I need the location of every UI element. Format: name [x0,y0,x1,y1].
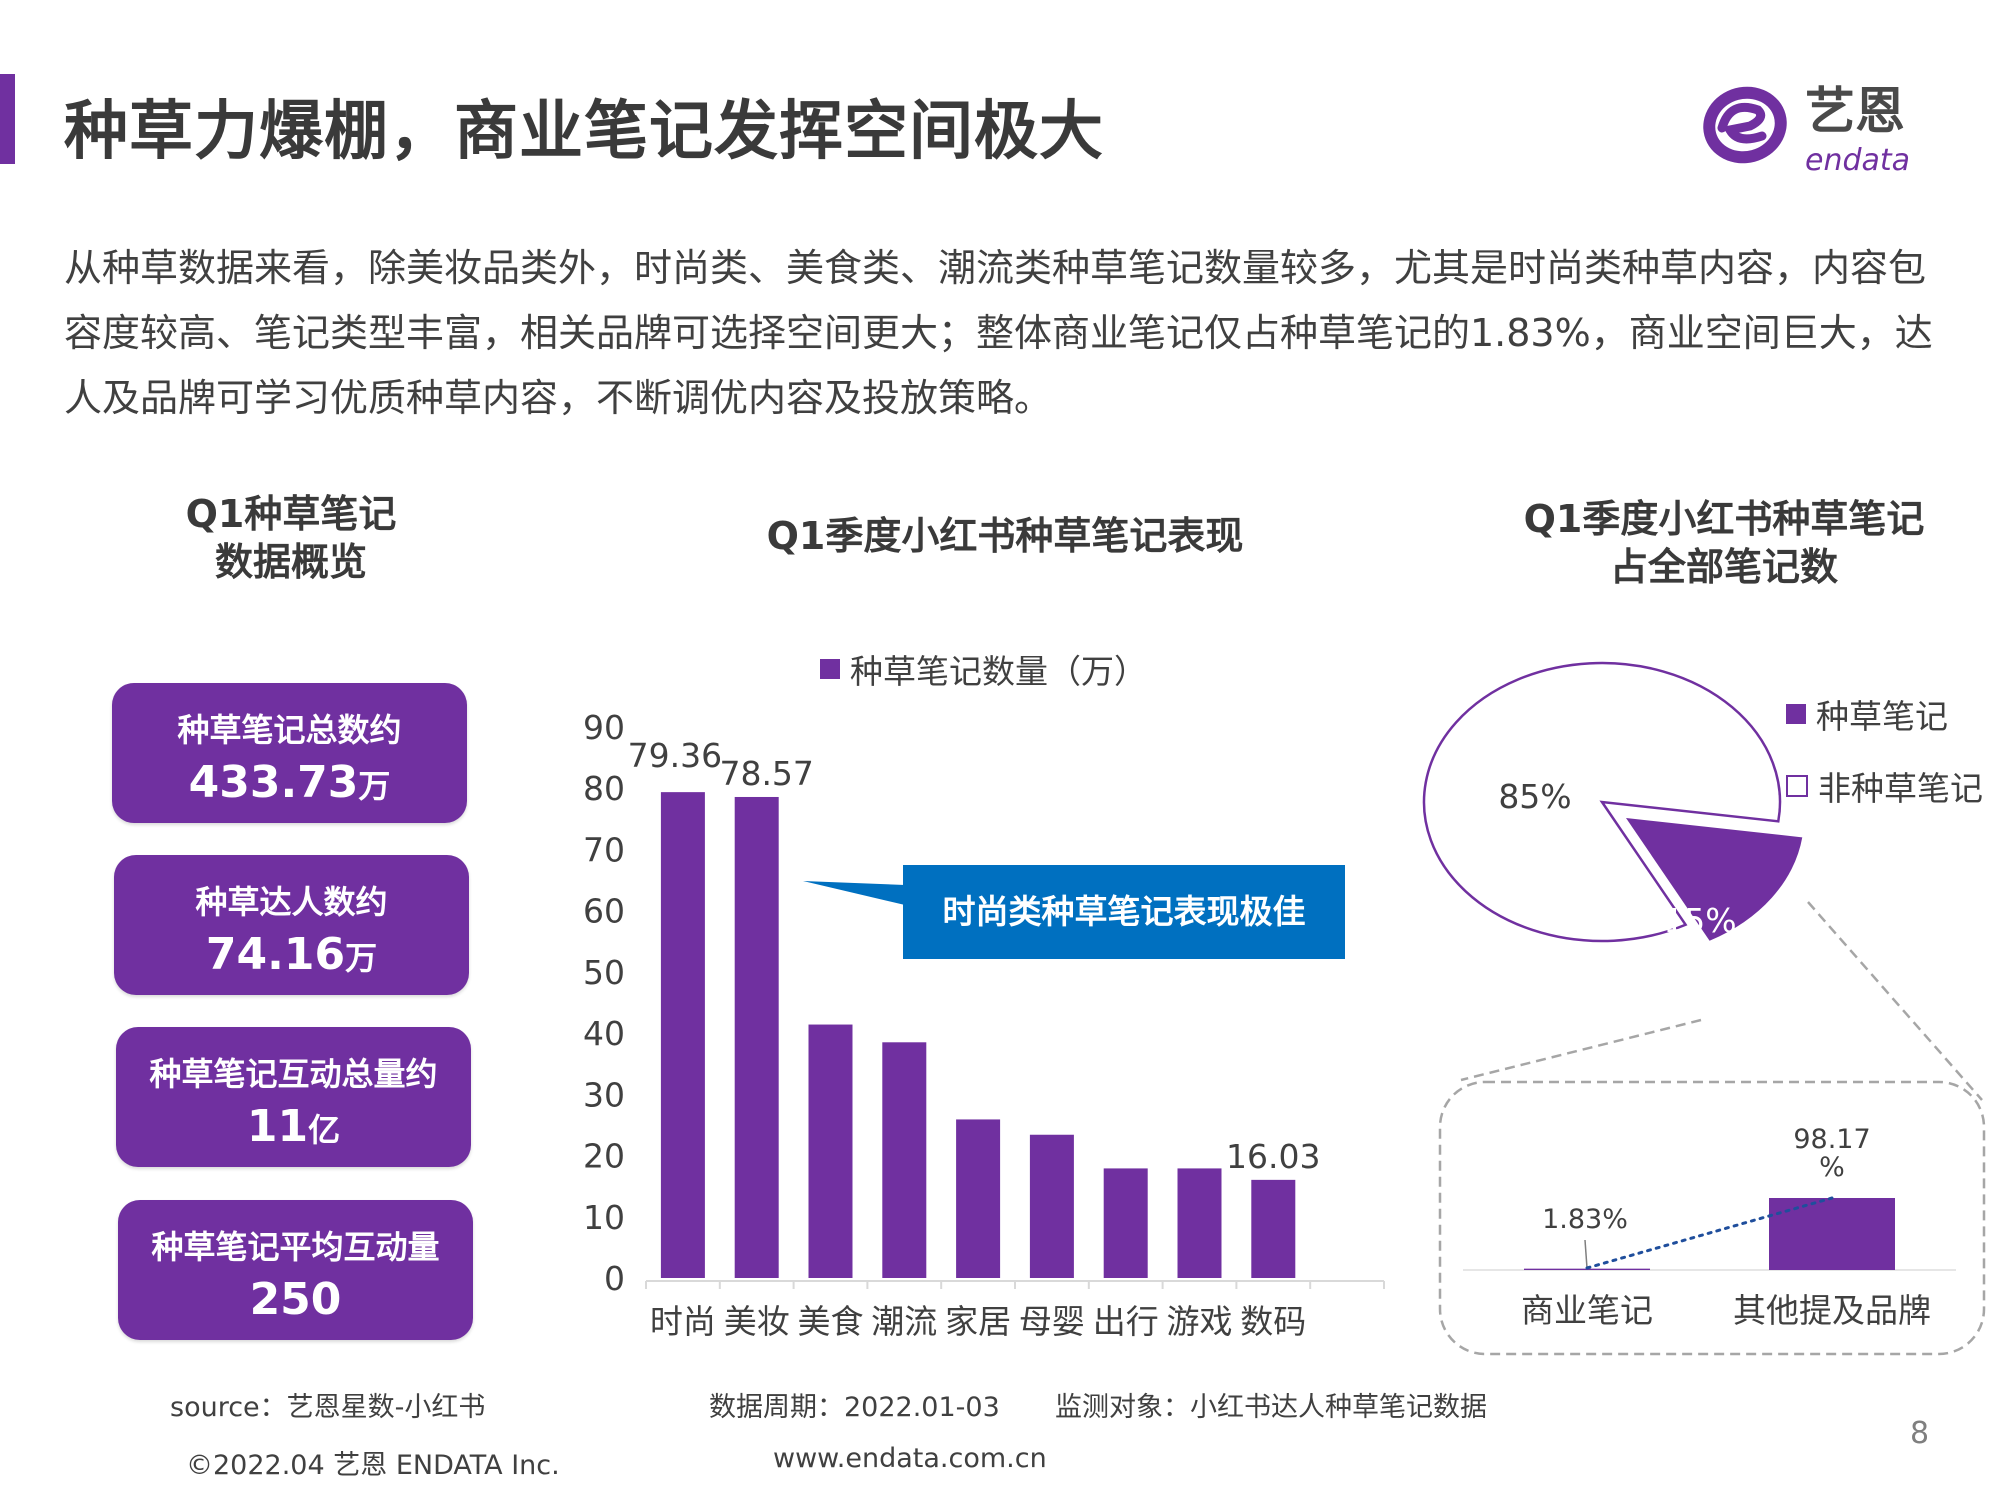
data-label: 16.03 [1226,1137,1320,1176]
legend-label: 种草笔记数量（万） [850,652,1147,691]
callout-box [903,865,1345,959]
bar-chart-title: Q1季度小红书种草笔记表现 [766,514,1244,558]
stat-value: 433.73 [188,757,359,808]
y-tick-label: 30 [583,1075,625,1114]
stat-value: 250 [249,1274,342,1325]
stat-card-interactions: 种草笔记互动总量约 11亿 [116,1027,471,1167]
endata-logo: 艺恩 endata [1700,80,1940,180]
pie-slice-grass-notes [1626,818,1803,941]
stat-card-avg-interactions: 种草笔记平均互动量 250 [118,1200,473,1340]
bar-chart-legend: 种草笔记数量（万） [820,645,1147,693]
legend-swatch [820,659,840,679]
zoom-connector-left [1460,1018,1702,1082]
footer-source: source：艺恩星数-小红书 [170,1392,486,1423]
sub-leader-line [1584,1239,1588,1269]
page-number: 8 [1910,1416,1930,1451]
intro-paragraph: 从种草数据来看，除美妆品类外，时尚类、美食类、潮流类种草笔记数量较多，尤其是时尚… [64,246,1933,420]
overview-title: Q1种草笔记 数据概览 [185,492,397,584]
legend-label: 非种草笔记 [1818,769,1983,808]
legend-label: 种草笔记 [1816,697,1948,736]
x-tick-label: 家居 [945,1302,1011,1341]
y-tick-label: 70 [583,830,625,869]
stat-label: 种草笔记互动总量约 [149,1055,438,1093]
y-tick-label: 20 [583,1137,625,1176]
stat-value: 74.16 [205,929,346,980]
data-label: 79.36 [628,736,722,775]
sub-data-label: 98.17 [1793,1124,1870,1155]
x-tick-label: 游戏 [1167,1302,1233,1341]
x-tick-label: 数码 [1240,1302,1306,1341]
legend-swatch-filled [1786,704,1806,724]
pie-legend-item-grass: 种草笔记 [1786,690,1948,738]
callout-pointer [803,881,905,905]
y-tick-label: 50 [583,953,625,992]
sub-x-label: 其他提及品牌 [1733,1291,1931,1330]
stat-value: 11 [246,1101,309,1152]
pie-chart-title: Q1季度小红书种草笔记 占全部笔记数 [1523,497,1925,589]
sub-data-label: 1.83% [1542,1204,1628,1235]
stat-label: 种草笔记总数约 [177,711,402,749]
x-tick-label: 母婴 [1019,1302,1085,1341]
bar-美妆 [734,796,779,1278]
stat-label: 种草达人数约 [195,883,388,921]
x-tick-label: 美食 [798,1302,864,1341]
x-tick-label: 潮流 [871,1302,937,1341]
pie-legend-item-non-grass: 非种草笔记 [1786,762,1983,810]
stat-unit: 亿 [308,1111,341,1149]
pie-label-grass: 15% [1663,901,1736,940]
stat-unit: 万 [345,939,378,977]
x-tick-label: 时尚 [650,1302,716,1341]
bar-数码 [1251,1179,1296,1278]
footer-url[interactable]: www.endata.com.cn [773,1443,1047,1474]
y-tick-label: 40 [583,1014,625,1053]
bar-出行 [1103,1168,1148,1278]
footer-copyright: ©2022.04 艺恩 ENDATA Inc. [186,1450,560,1481]
y-tick-label: 0 [604,1259,625,1298]
stat-card-total-notes: 种草笔记总数约 433.73万 [112,683,467,823]
y-tick-label: 80 [583,769,625,808]
sub-data-label: % [1819,1152,1845,1183]
bar-家居 [956,1119,1001,1278]
logo-cn-text: 艺恩 [1805,82,1905,140]
page-title: 种草力爆棚，商业笔记发挥空间极大 [64,95,1104,169]
sub-trend-dotted-line [1585,1196,1834,1270]
stat-card-creators: 种草达人数约 74.16万 [114,855,469,995]
pie-slice-non-grass-notes [1422,661,1782,943]
stat-label: 种草笔记平均互动量 [151,1228,440,1266]
bar-潮流 [882,1042,927,1278]
y-tick-label: 60 [583,892,625,931]
callout-text: 时尚类种草笔记表现极佳 [943,892,1306,931]
logo-en-text: endata [1805,143,1910,178]
pie-label-non-grass: 85% [1498,777,1571,816]
legend-swatch-empty [1786,775,1808,797]
bar-时尚 [660,792,705,1278]
x-tick-label: 出行 [1093,1302,1159,1341]
x-tick-label: 美妆 [724,1302,790,1341]
bar-美食 [808,1024,853,1278]
sub-x-label: 商业笔记 [1521,1291,1653,1330]
data-label: 78.57 [719,754,813,793]
stat-unit: 万 [358,767,391,805]
bar-游戏 [1177,1168,1222,1278]
bar-母婴 [1029,1134,1074,1278]
endata-logo-icon: 艺恩 endata [1703,82,1910,178]
sub-bar-其他提及品牌 [1769,1198,1895,1270]
title-accent-bar [0,74,15,164]
footer-target: 监测对象：小红书达人种草笔记数据 [1055,1392,1487,1423]
zoom-box [1438,1080,1986,1356]
y-tick-label: 10 [583,1198,625,1237]
zoom-connector-right [1807,901,1983,1101]
y-tick-label: 90 [583,708,625,747]
footer-period: 数据周期：2022.01-03 [709,1392,1000,1423]
